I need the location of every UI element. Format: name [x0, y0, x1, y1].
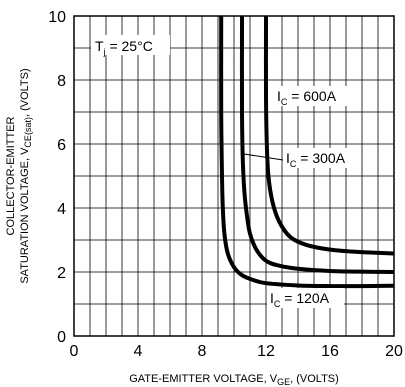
- condition-main: T: [95, 38, 104, 54]
- x-axis-label-main: GATE-EMITTER VOLTAGE, V: [129, 373, 278, 385]
- x-tick-label: 0: [70, 343, 79, 360]
- y-axis-label-line2-main: SATURATION VOLTAGE, V: [19, 147, 31, 284]
- y-tick-label: 2: [57, 265, 66, 282]
- series-label-120: IC = 120A: [270, 290, 330, 309]
- tick-labels: 0 4 8 12 16 20 0 2 4 6 8 10: [48, 9, 403, 360]
- condition-label-bg: [91, 35, 170, 55]
- leader-line-300: [243, 153, 284, 161]
- series-label-600-main: I: [277, 88, 281, 104]
- series-label-300: IC = 300A: [286, 150, 346, 169]
- series-label-120-tail: = 120A: [280, 290, 329, 306]
- x-axis-label: GATE-EMITTER VOLTAGE, VGE, (VOLTS): [129, 373, 339, 387]
- x-tick-label: 4: [134, 343, 143, 360]
- series-label-120-main: I: [270, 290, 274, 306]
- y-axis-label-line2-sub: CE(sat): [23, 117, 33, 148]
- y-axis-label-line2: SATURATION VOLTAGE, VCE(sat), (VOLTS): [19, 68, 33, 283]
- series-line-0: [219, 15, 395, 289]
- series-label-600-tail: = 600A: [287, 88, 336, 104]
- series-label-600: IC = 600A: [277, 88, 337, 107]
- x-tick-label: 20: [385, 343, 403, 360]
- x-tick-label: 16: [321, 343, 339, 360]
- curves: [219, 15, 395, 289]
- series-label-300-main: I: [286, 150, 290, 166]
- series-line-1: [239, 15, 395, 274]
- condition-label: Tj = 25°C: [95, 38, 153, 57]
- x-axis-label-sub: GE: [277, 377, 290, 387]
- plot-frame: [73, 15, 395, 337]
- y-tick-label: 10: [48, 9, 66, 26]
- x-tick-label: 8: [198, 343, 207, 360]
- series-label-bg-120: [267, 288, 344, 308]
- y-tick-label: 8: [57, 73, 66, 90]
- series-label-bg-600: [274, 86, 352, 106]
- series-label-300-tail: = 300A: [296, 150, 345, 166]
- x-tick-label: 12: [257, 343, 275, 360]
- x-axis-label-tail: , (VOLTS): [290, 373, 339, 385]
- y-tick-label: 6: [57, 137, 66, 154]
- series-line-2: [263, 15, 395, 256]
- condition-tail: = 25°C: [106, 38, 153, 54]
- y-axis-label-line2-tail: , (VOLTS): [19, 68, 31, 117]
- series-label-600-sub: C: [281, 97, 288, 107]
- series-label-300-sub: C: [290, 159, 297, 169]
- condition-sub: j: [103, 47, 106, 57]
- series-label-120-sub: C: [274, 299, 281, 309]
- y-axis-label-line1: COLLECTOR-EMITTER: [5, 116, 17, 235]
- series-label-bg-300: [283, 148, 361, 168]
- y-tick-label: 4: [57, 201, 66, 218]
- y-tick-label: 0: [57, 329, 66, 346]
